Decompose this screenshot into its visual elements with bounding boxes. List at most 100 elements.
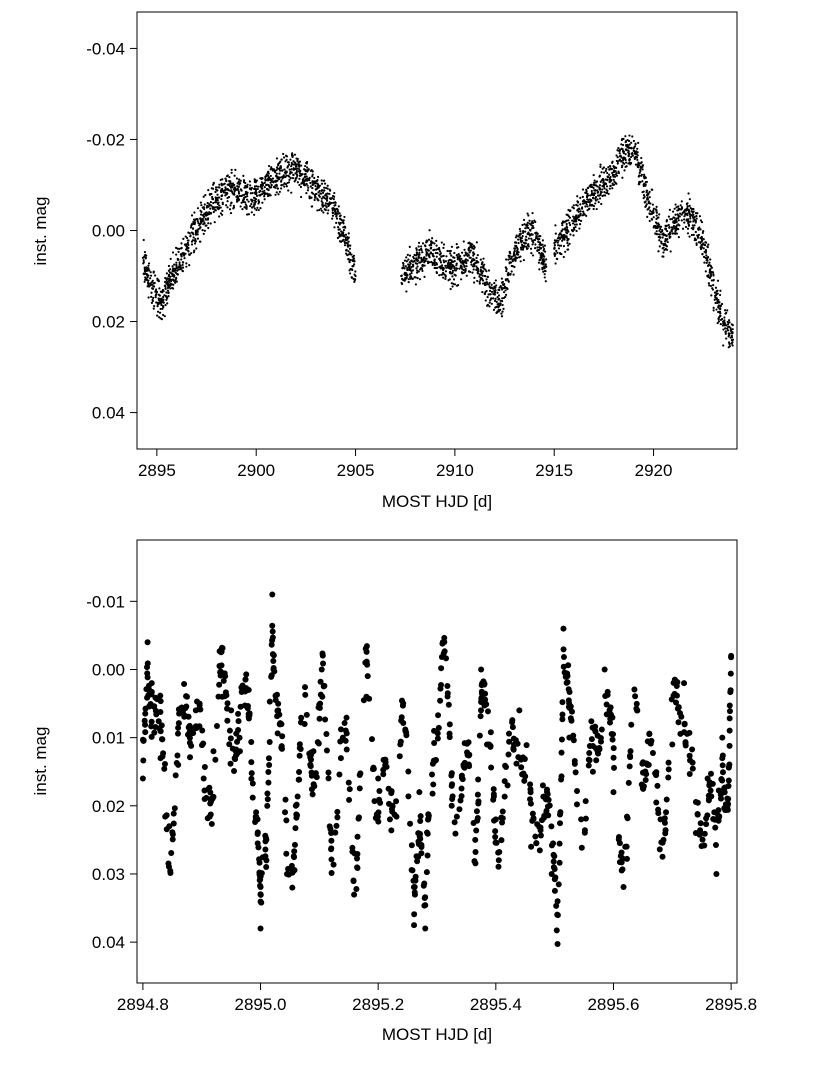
data-point xyxy=(181,266,184,269)
data-point xyxy=(209,222,212,225)
data-point xyxy=(631,686,638,693)
data-point xyxy=(661,819,668,826)
data-point xyxy=(603,711,610,718)
data-point xyxy=(713,870,720,877)
data-point xyxy=(142,721,149,728)
data-point xyxy=(346,796,353,803)
data-point xyxy=(171,274,174,278)
data-point xyxy=(171,283,174,286)
data-point xyxy=(169,284,172,287)
data-point xyxy=(581,188,585,191)
data-point xyxy=(206,217,210,220)
data-point xyxy=(688,235,691,238)
data-point xyxy=(427,238,431,241)
data-point xyxy=(438,250,442,253)
data-point xyxy=(537,824,544,831)
data-point xyxy=(501,297,504,300)
data-point xyxy=(456,806,463,813)
data-point xyxy=(481,290,484,294)
data-point xyxy=(687,223,690,226)
top-x-axis-title: MOST HJD [d] xyxy=(382,492,492,511)
data-point xyxy=(478,275,481,278)
data-point xyxy=(676,213,679,216)
data-point xyxy=(585,188,588,191)
data-point xyxy=(223,692,230,699)
data-point xyxy=(499,302,502,305)
data-point xyxy=(305,191,308,195)
data-point xyxy=(235,718,242,725)
data-point xyxy=(572,234,575,237)
data-point xyxy=(649,209,652,212)
data-point xyxy=(335,217,339,220)
data-point xyxy=(686,204,689,208)
data-point xyxy=(496,296,499,299)
data-point xyxy=(556,251,559,254)
data-point xyxy=(342,737,349,744)
data-point xyxy=(664,224,667,227)
data-point xyxy=(527,237,530,240)
data-point xyxy=(485,270,488,273)
data-point xyxy=(628,721,635,728)
data-point xyxy=(417,818,424,825)
data-point xyxy=(568,221,571,225)
data-point xyxy=(621,137,624,140)
data-point xyxy=(518,227,521,231)
data-point xyxy=(570,737,577,744)
data-point xyxy=(343,241,347,245)
data-point xyxy=(700,235,703,239)
data-point xyxy=(483,283,487,287)
data-point xyxy=(219,645,226,652)
data-point xyxy=(578,218,581,222)
data-point xyxy=(424,248,427,251)
data-point xyxy=(624,141,627,144)
data-point xyxy=(614,181,617,184)
data-point xyxy=(633,157,636,161)
data-point xyxy=(153,305,156,308)
data-point xyxy=(296,157,299,161)
data-point xyxy=(666,229,669,233)
data-point xyxy=(175,730,182,737)
data-point xyxy=(171,286,174,290)
data-point xyxy=(626,143,629,146)
data-point xyxy=(167,273,171,276)
data-point xyxy=(176,247,179,250)
data-point xyxy=(230,171,233,174)
data-point xyxy=(216,663,223,670)
data-point xyxy=(567,244,570,247)
data-point xyxy=(568,223,572,227)
data-point xyxy=(184,252,187,255)
data-point xyxy=(593,184,596,187)
data-point xyxy=(484,299,487,302)
data-point xyxy=(408,269,412,272)
data-point xyxy=(237,180,240,183)
data-point xyxy=(320,209,323,212)
data-point xyxy=(237,189,240,192)
data-point xyxy=(716,289,719,292)
data-point xyxy=(543,273,546,276)
data-point xyxy=(259,185,262,188)
data-point xyxy=(345,248,348,251)
data-point xyxy=(258,190,261,194)
data-point xyxy=(186,245,189,249)
y-tick-label: 0.02 xyxy=(92,313,125,332)
data-point xyxy=(237,192,241,195)
data-point xyxy=(731,328,734,331)
data-point xyxy=(656,226,659,230)
data-point xyxy=(689,220,692,223)
data-point xyxy=(724,332,727,335)
data-point xyxy=(725,782,732,789)
data-point xyxy=(527,214,530,217)
data-point xyxy=(637,162,640,165)
data-point xyxy=(494,289,497,292)
data-point xyxy=(237,703,244,710)
data-point xyxy=(560,233,563,236)
data-point xyxy=(599,180,602,183)
data-point xyxy=(165,272,169,275)
data-point xyxy=(688,213,692,216)
data-point xyxy=(167,291,170,295)
data-point xyxy=(719,304,722,307)
data-point xyxy=(440,650,447,657)
data-point xyxy=(296,741,303,748)
data-point xyxy=(560,222,564,225)
data-point xyxy=(719,289,722,292)
